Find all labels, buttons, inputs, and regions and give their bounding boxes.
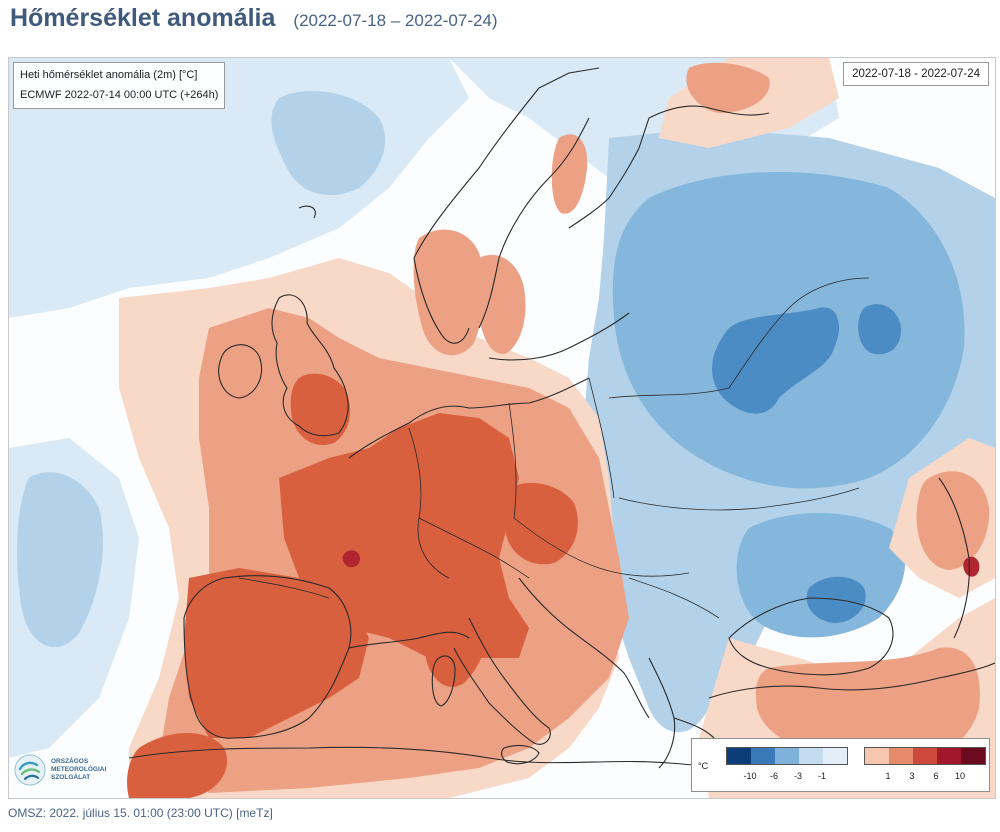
anomaly-light-red-caucasus xyxy=(916,471,990,570)
coast-italy xyxy=(453,617,551,745)
border-balkans xyxy=(513,517,690,577)
legend-swatch-warm-2 xyxy=(889,748,913,764)
coast-sweden-finland xyxy=(478,117,650,329)
anomaly-dark-red-france xyxy=(342,550,360,568)
coast-uk xyxy=(271,294,349,437)
anomaly-light-red-scandinavia xyxy=(413,229,485,356)
map-date-box: 2022-07-18 - 2022-07-24 xyxy=(843,62,989,86)
border-alps xyxy=(418,517,530,579)
border-ukraine xyxy=(618,487,860,511)
coast-russia-north xyxy=(648,105,770,119)
legend-cold-scale xyxy=(726,747,848,765)
coast-adriatic-balkans xyxy=(518,577,650,719)
legend-tick-warm-1: 1 xyxy=(885,771,891,781)
legend-swatch-warm-4 xyxy=(937,748,961,764)
border-russia xyxy=(728,277,870,389)
legend-unit: °C xyxy=(698,761,709,771)
legend-swatch-warm-1 xyxy=(865,748,889,764)
border-france-spain xyxy=(238,577,330,599)
map-info-box: Heti hőmérséklet anomália (2m) [°C] ECMW… xyxy=(13,62,226,109)
anomaly-mid-red-uk xyxy=(290,373,351,446)
coast-baltic xyxy=(488,312,630,361)
coast-turkey xyxy=(708,662,995,699)
anomaly-light-blue-iceland xyxy=(271,90,386,196)
coast-iberia xyxy=(183,575,352,739)
coast-ireland xyxy=(218,344,263,399)
coast-norway xyxy=(413,67,600,344)
anomaly-mid-red-iberia xyxy=(184,568,369,738)
omsz-logo-icon xyxy=(14,754,46,786)
legend-swatch-cold-4 xyxy=(799,748,823,764)
border-germany-poland xyxy=(508,402,517,519)
legend-swatch-cold-1 xyxy=(727,748,751,764)
coast-iceland xyxy=(298,205,316,219)
coastlines xyxy=(128,67,995,775)
anomaly-dark-blue-east xyxy=(858,304,902,355)
map-info-variable: Heti hőmérséklet anomália (2m) [°C] xyxy=(20,69,198,81)
anomaly-dark-red-caucasus xyxy=(963,556,980,577)
anomaly-mid-red-sw-iberia xyxy=(127,733,228,798)
coast-caspian xyxy=(938,477,970,639)
border-belarus xyxy=(608,387,730,399)
legend-swatch-warm-5 xyxy=(961,748,985,764)
coast-greece xyxy=(648,657,715,769)
page-title: Hőmérséklet anomália xyxy=(10,4,276,32)
anomaly-light-blue-greece xyxy=(642,649,713,733)
map-info-model-run: ECMWF 2022-07-14 00:00 UTC (+264h) xyxy=(20,89,219,101)
border-poland-east xyxy=(588,377,615,499)
coast-black-sea xyxy=(728,597,894,676)
anomaly-light-red-ne-corner xyxy=(686,62,770,113)
legend-tick-cold-3: -3 xyxy=(793,771,803,781)
legend-swatch-cold-3 xyxy=(775,748,799,764)
legend-swatch-warm-3 xyxy=(913,748,937,764)
page-date-range: (2022-07-18 – 2022-07-24) xyxy=(293,11,498,30)
anomaly-light-red-finland xyxy=(551,134,588,214)
coast-continent-north xyxy=(348,377,590,459)
anomaly-light-red-sweden xyxy=(479,254,526,354)
legend-tick-warm-2: 3 xyxy=(909,771,915,781)
anomaly-mid-red-balkans xyxy=(503,483,578,565)
page-header: Hőmérséklet anomália (2022-07-18 – 2022-… xyxy=(10,4,498,38)
legend-tick-cold-4: -1 xyxy=(817,771,827,781)
logo-line-1: ORSZÁGOS xyxy=(51,758,89,765)
border-france-germany xyxy=(408,427,450,579)
legend-warm-scale xyxy=(864,747,986,765)
logo-line-2: METEOROLÓGIAI xyxy=(51,766,107,773)
coast-north-africa xyxy=(128,746,790,775)
color-legend: °C -10 -6 -3 -1 1 3 6 10 xyxy=(691,738,990,792)
border-romania xyxy=(628,577,720,619)
omsz-logo: ORSZÁGOS METEOROLÓGIAI SZOLGÁLAT xyxy=(13,748,133,792)
legend-swatch-cold-5 xyxy=(823,748,847,764)
legend-tick-warm-3: 6 xyxy=(933,771,939,781)
legend-tick-warm-4: 10 xyxy=(954,771,966,781)
logo-line-3: SZOLGÁLAT xyxy=(51,774,91,781)
omsz-logo-text: ORSZÁGOS METEOROLÓGIAI SZOLGÁLAT xyxy=(51,758,106,782)
anomaly-map: Heti hőmérséklet anomália (2m) [°C] ECMW… xyxy=(8,57,996,799)
anomaly-light-red-turkey xyxy=(755,647,980,764)
country-borders xyxy=(238,277,870,619)
legend-tick-cold-2: -6 xyxy=(769,771,779,781)
legend-tick-cold-1: -10 xyxy=(743,771,757,781)
anomaly-dark-blue-core xyxy=(712,307,839,414)
legend-swatch-cold-2 xyxy=(751,748,775,764)
coast-france-med xyxy=(348,631,470,649)
coast-sardinia xyxy=(431,655,456,707)
anomaly-mid-red-italy xyxy=(422,594,486,687)
map-canvas xyxy=(9,58,995,798)
anomaly-light-blue-atlantic-sw xyxy=(17,472,103,648)
coast-sicily xyxy=(501,744,540,765)
footer-credit: OMSZ: 2022. július 15. 01:00 (23:00 UTC)… xyxy=(8,806,273,820)
